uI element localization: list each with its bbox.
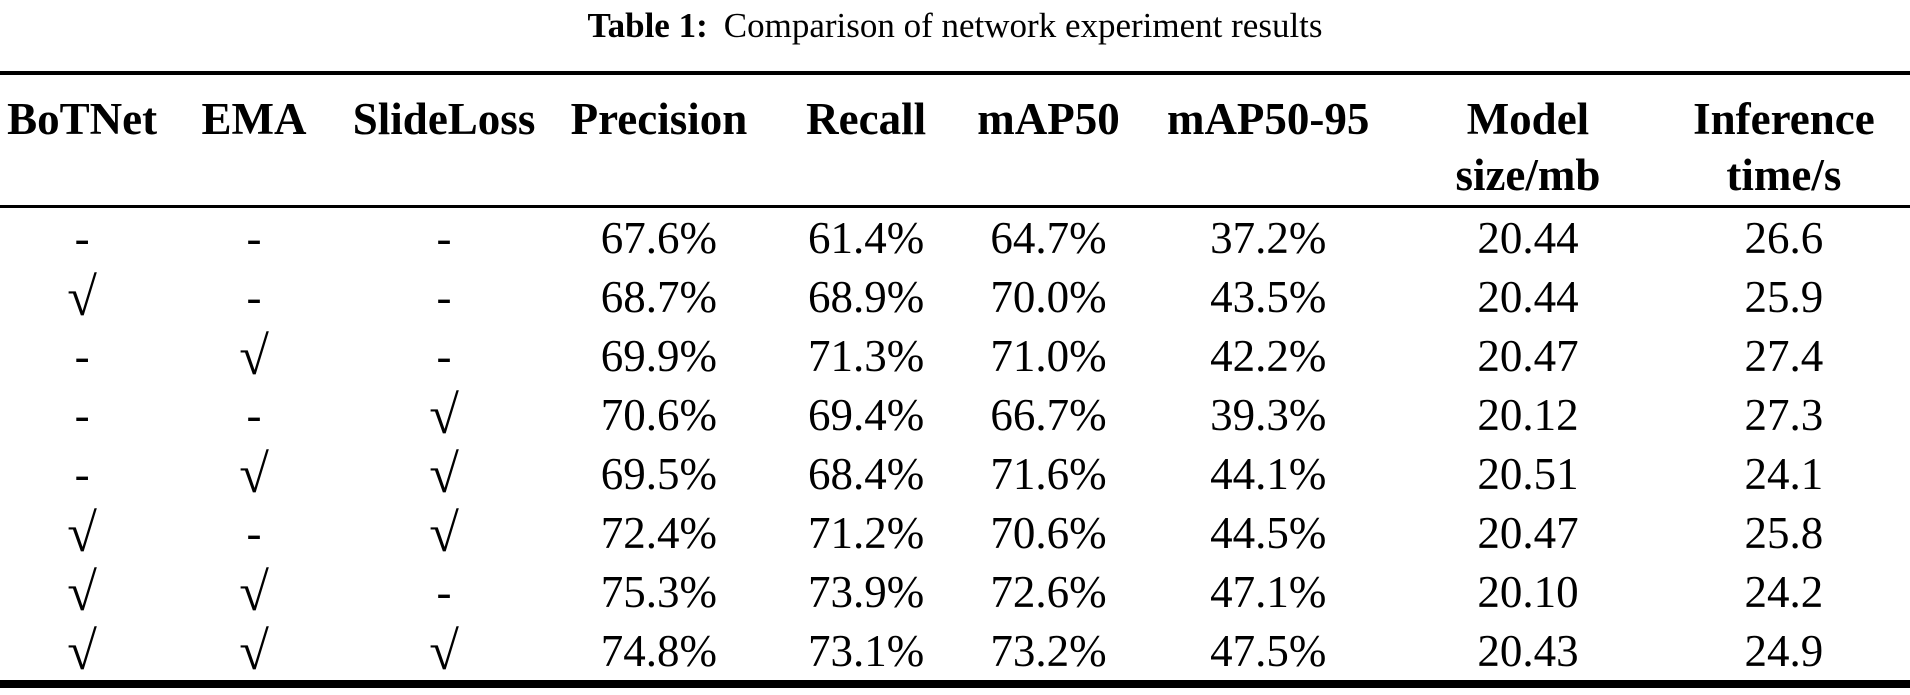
table-row: √ √ √ 74.8% 73.1% 73.2% 47.5% 20.43 24.9 [0,621,1910,684]
cell-precision: 72.4% [600,507,718,558]
cell-map50_95: 47.5% [1210,625,1327,676]
cell-precision: 69.9% [600,330,718,381]
cell-map50_95: 44.1% [1210,448,1327,499]
cell-recall: 71.3% [808,330,925,381]
cell-botnet: √ [67,561,97,622]
cell-map50: 72.6% [990,566,1107,617]
cell-recall: 69.4% [808,389,925,440]
cell-map50: 73.2% [990,625,1107,676]
cell-precision: 69.5% [600,448,718,499]
results-table: BoTNet EMA SlideLoss Precision Recall mAP50 mA… [0,71,1910,688]
cell-model_size: 20.43 [1477,625,1579,676]
column-header-inference_time: Inference time/s [1693,94,1875,200]
cell-slideloss: - [436,271,452,322]
cell-botnet: √ [67,266,97,327]
cell-precision: 70.6% [600,389,718,440]
table-row: - - √ 70.6% 69.4% 66.7% 39.3% 20.12 27.3 [0,385,1910,444]
column-header-map50: mAP50 [977,94,1120,144]
column-header-precision: Precision [570,94,748,144]
column-header-recall: Recall [806,94,927,144]
cell-ema: √ [239,325,269,386]
cell-map50: 71.0% [990,330,1107,381]
cell-map50_95: 44.5% [1210,507,1327,558]
cell-map50_95: 37.2% [1210,212,1327,263]
table-caption-text: Comparison of network experiment results [723,6,1323,45]
cell-model_size: 20.44 [1477,212,1579,263]
table-header: BoTNet EMA SlideLoss Precision Recall mAP50 mA… [0,73,1910,207]
table-caption: Table 1: Comparison of network experiment… [0,6,1910,46]
cell-map50_95: 42.2% [1210,330,1327,381]
table-body: - - -67.6% 61.4% 64.7% 37.2% 20.44 26.6 √ - -68.7%… [0,207,1910,685]
cell-recall: 73.9% [808,566,925,617]
table-row: - √ - 69.9% 71.3% 71.0% 42.2% 20.47 27.4 [0,326,1910,385]
cell-model_size: 20.51 [1477,448,1579,499]
column-header-botnet: BoTNet [7,94,158,144]
cell-inference_time: 25.8 [1744,507,1824,558]
cell-ema: - [246,389,262,440]
column-header-ema: EMA [201,94,307,144]
cell-inference_time: 24.2 [1744,566,1824,617]
table-row: √ - √ 72.4% 71.2% 70.6% 44.5% 20.47 25.8 [0,503,1910,562]
cell-precision: 75.3% [600,566,718,617]
cell-model_size: 20.12 [1477,389,1579,440]
cell-precision: 74.8% [600,625,718,676]
cell-map50: 66.7% [990,389,1107,440]
cell-map50_95: 43.5% [1210,271,1327,322]
cell-ema: √ [239,561,269,622]
cell-botnet: √ [67,502,97,563]
cell-slideloss: - [436,330,452,381]
cell-inference_time: 27.3 [1744,389,1824,440]
cell-map50: 70.0% [990,271,1107,322]
table-row: - √ √ 69.5% 68.4% 71.6% 44.1% 20.51 24.1 [0,444,1910,503]
cell-recall: 73.1% [808,625,925,676]
table-row: - - - 67.6% 61.4% 64.7% 37.2% 20.44 26.6 [0,207,1910,268]
cell-slideloss: √ [429,502,459,563]
cell-map50: 64.7% [990,212,1107,263]
cell-botnet: - [74,212,90,263]
cell-precision: 67.6% [600,212,718,263]
cell-inference_time: 24.9 [1744,625,1824,676]
cell-ema: √ [239,620,269,681]
cell-map50_95: 47.1% [1210,566,1327,617]
cell-model_size: 20.44 [1477,271,1579,322]
cell-recall: 68.4% [808,448,925,499]
cell-slideloss: - [436,212,452,263]
cell-slideloss: √ [429,620,459,681]
cell-inference_time: 25.9 [1744,271,1824,322]
table-row: √ √ - 75.3% 73.9% 72.6% 47.1% 20.10 24.2 [0,562,1910,621]
table-row: √ - - 68.7% 68.9% 70.0% 43.5% 20.44 25.9 [0,267,1910,326]
cell-map50_95: 39.3% [1210,389,1327,440]
table-header-row: BoTNet EMA SlideLoss Precision Recall mAP50 mA… [0,73,1910,207]
cell-ema: - [246,507,262,558]
cell-ema: √ [239,443,269,504]
cell-botnet: - [74,330,90,381]
cell-ema: - [246,212,262,263]
cell-botnet: √ [67,620,97,681]
cell-model_size: 20.47 [1477,330,1579,381]
column-header-model_size: Model size/mb [1455,94,1601,200]
cell-inference_time: 24.1 [1744,448,1824,499]
cell-slideloss: - [436,566,452,617]
cell-model_size: 20.10 [1477,566,1579,617]
cell-ema: - [246,271,262,322]
cell-recall: 68.9% [808,271,925,322]
cell-map50: 70.6% [990,507,1107,558]
cell-map50: 71.6% [990,448,1107,499]
cell-inference_time: 26.6 [1744,212,1824,263]
page: { "caption": { "label": "Table 1:", "tex… [0,6,1910,695]
cell-precision: 68.7% [600,271,718,322]
cell-inference_time: 27.4 [1744,330,1824,381]
cell-recall: 71.2% [808,507,925,558]
cell-recall: 61.4% [808,212,925,263]
cell-slideloss: √ [429,443,459,504]
column-header-slideloss: SlideLoss [352,94,536,144]
column-header-map50_95: mAP50-95 [1166,94,1370,144]
cell-slideloss: √ [429,384,459,445]
cell-botnet: - [74,389,90,440]
cell-model_size: 20.47 [1477,507,1579,558]
cell-botnet: - [74,448,90,499]
table-caption-label: Table 1: [587,6,708,45]
